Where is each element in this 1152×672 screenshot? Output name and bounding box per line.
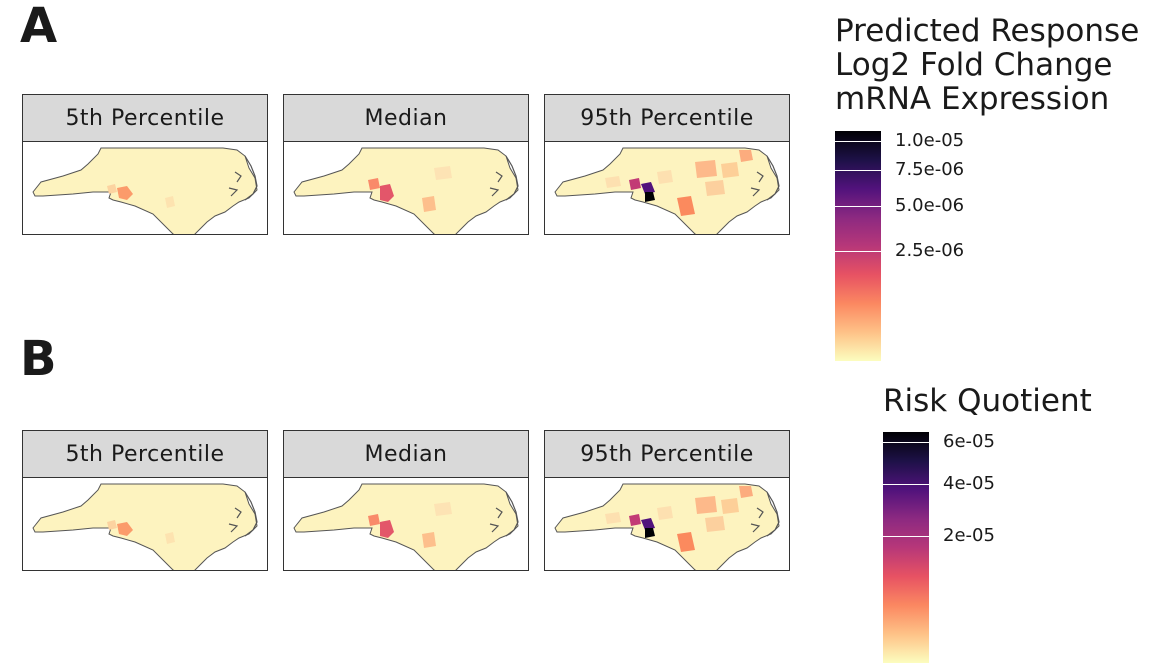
panel-a-facet-3: 95th Percentile	[544, 94, 790, 236]
legend-b-tick	[883, 536, 929, 537]
nc-county-map	[283, 141, 529, 235]
county-region	[117, 186, 133, 200]
legend-a-tick	[835, 170, 881, 171]
legend-title-line: mRNA Expression	[835, 81, 1110, 117]
facet-strip-label: 95th Percentile	[544, 94, 790, 142]
county-region	[422, 532, 436, 548]
legend-b-tick	[883, 484, 929, 485]
county-region	[677, 532, 695, 552]
outer-banks-coastline	[228, 491, 258, 537]
county-region	[629, 178, 641, 190]
panel-a-facet-2: Median	[283, 94, 529, 236]
county-region	[705, 516, 725, 532]
county-region	[645, 528, 655, 538]
panel-b-letter: B	[20, 331, 57, 387]
legend-b-tick-label: 2e-05	[943, 525, 995, 546]
nc-state-shape	[293, 147, 519, 234]
legend-title-line: Log2 Fold Change	[835, 47, 1113, 83]
legend-a-tick-label: 5.0e-06	[895, 195, 965, 216]
legend-b-title: Risk Quotient	[883, 384, 1092, 418]
nc-county-map	[22, 477, 268, 571]
county-region	[657, 506, 673, 520]
outer-banks-coastline	[489, 491, 519, 537]
county-region	[721, 498, 739, 514]
county-region	[380, 184, 394, 202]
nc-state-shape	[293, 483, 519, 570]
county-region	[368, 178, 380, 190]
legend-title-line: Predicted Response	[835, 13, 1140, 49]
facet-strip-label: 5th Percentile	[22, 430, 268, 478]
legend-b-tick-label: 6e-05	[943, 431, 995, 452]
county-region	[739, 486, 753, 498]
county-region	[165, 532, 175, 544]
legend-a-tick-label: 1.0e-05	[895, 130, 965, 151]
legend-a-colorbar	[835, 131, 881, 361]
county-region	[641, 182, 655, 194]
outer-banks-coastline	[489, 155, 519, 201]
nc-county-map	[283, 477, 529, 571]
county-region	[739, 150, 753, 162]
nc-county-map	[544, 477, 790, 571]
facet-strip-label: 95th Percentile	[544, 430, 790, 478]
county-region	[434, 502, 452, 516]
panel-b-facet-1: 5th Percentile	[22, 430, 268, 572]
county-region	[117, 522, 133, 536]
county-region	[705, 180, 725, 196]
facet-strip-label: Median	[283, 430, 529, 478]
county-region	[380, 520, 394, 538]
outer-banks-coastline	[750, 155, 780, 201]
county-region	[165, 196, 175, 208]
county-region	[107, 520, 117, 530]
nc-county-map	[22, 141, 268, 235]
nc-state-shape	[32, 483, 258, 570]
facet-strip-label: Median	[283, 94, 529, 142]
county-region	[695, 496, 717, 514]
panel-b-facet-3: 95th Percentile	[544, 430, 790, 572]
nc-state-shape	[32, 147, 258, 234]
outer-banks-coastline	[750, 491, 780, 537]
county-region	[605, 176, 621, 188]
legend-a-tick-label: 2.5e-06	[895, 240, 965, 261]
county-region	[657, 170, 673, 184]
legend-a-tick	[835, 141, 881, 142]
legend-a-tick	[835, 251, 881, 252]
nc-county-map	[544, 141, 790, 235]
panel-a-letter: A	[20, 0, 58, 54]
legend-b-colorbar	[883, 432, 929, 663]
panel-b-facet-2: Median	[283, 430, 529, 572]
county-region	[645, 192, 655, 202]
legend-a-tick-label: 7.5e-06	[895, 159, 965, 180]
outer-banks-coastline	[228, 155, 258, 201]
legend-b-tick	[883, 442, 929, 443]
legend-title-line: Risk Quotient	[883, 383, 1092, 419]
county-region	[605, 512, 621, 524]
county-region	[695, 160, 717, 178]
county-region	[422, 196, 436, 212]
legend-a-title: Predicted Response Log2 Fold Change mRNA…	[835, 14, 1139, 116]
county-region	[368, 514, 380, 526]
county-region	[107, 184, 117, 194]
county-region	[629, 514, 641, 526]
panel-a-facet-1: 5th Percentile	[22, 94, 268, 236]
county-region	[721, 162, 739, 178]
county-region	[677, 196, 695, 216]
county-region	[641, 518, 655, 530]
legend-a-tick	[835, 206, 881, 207]
facet-strip-label: 5th Percentile	[22, 94, 268, 142]
county-region	[434, 166, 452, 180]
legend-b-tick-label: 4e-05	[943, 473, 995, 494]
